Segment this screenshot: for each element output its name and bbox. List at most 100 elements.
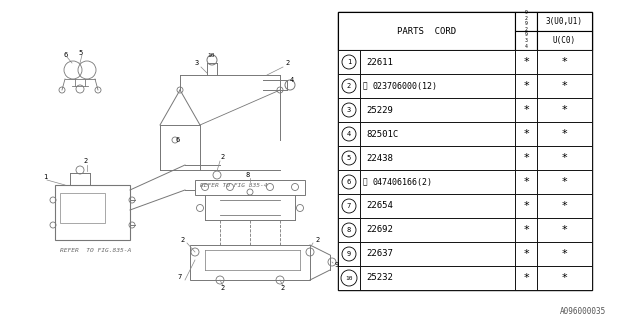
Text: *: * [523, 273, 529, 283]
Text: PARTS  CORD: PARTS CORD [397, 27, 456, 36]
Text: *: * [523, 57, 529, 67]
Bar [515, 122, 537, 146]
Text: 6: 6 [63, 52, 67, 58]
Bar [338, 12, 592, 290]
Text: *: * [523, 177, 529, 187]
Bar [55, 185, 130, 240]
Text: 2: 2 [280, 285, 284, 291]
Text: *: * [562, 129, 567, 139]
Text: 047406166(2): 047406166(2) [372, 178, 432, 187]
Text: *: * [523, 81, 529, 91]
Bar [515, 218, 537, 242]
Bar [537, 122, 592, 146]
Bar [537, 98, 592, 122]
Bar [360, 146, 515, 170]
Bar [360, 194, 515, 218]
Text: 2: 2 [83, 158, 87, 164]
Bar [360, 50, 515, 74]
Bar [537, 170, 592, 194]
Text: 6: 6 [175, 137, 179, 143]
Bar [338, 242, 360, 266]
Bar [338, 266, 360, 290]
Text: 6: 6 [347, 179, 351, 185]
Bar [360, 218, 515, 242]
Text: 4: 4 [290, 77, 294, 83]
Text: 5: 5 [347, 155, 351, 161]
Bar [537, 146, 592, 170]
Text: *: * [523, 225, 529, 235]
Text: *: * [562, 153, 567, 163]
Bar [338, 218, 360, 242]
Bar [338, 98, 360, 122]
Text: 023706000(12): 023706000(12) [372, 82, 437, 91]
Text: 9: 9 [347, 251, 351, 257]
Bar [360, 74, 515, 98]
Text: A096000035: A096000035 [560, 308, 606, 316]
Bar [60, 193, 105, 223]
Text: 2: 2 [180, 237, 184, 243]
Text: 10: 10 [345, 276, 353, 281]
Text: 22654: 22654 [366, 202, 393, 211]
Text: 25229: 25229 [366, 106, 393, 115]
Text: 7: 7 [177, 274, 181, 280]
Text: *: * [562, 177, 567, 187]
Bar [537, 31, 592, 50]
Text: 1: 1 [347, 59, 351, 65]
Bar [515, 98, 537, 122]
Bar [360, 98, 515, 122]
Bar [515, 266, 537, 290]
Bar [360, 170, 515, 194]
Bar [515, 31, 537, 50]
Text: *: * [523, 201, 529, 211]
Bar [515, 170, 537, 194]
Text: 1: 1 [43, 174, 47, 180]
Bar [338, 122, 360, 146]
Text: U(C0): U(C0) [553, 36, 576, 45]
Text: 8: 8 [347, 227, 351, 233]
Text: 8: 8 [245, 172, 249, 178]
Bar [360, 266, 515, 290]
Bar [515, 12, 537, 31]
Text: 9
3
4: 9 3 4 [525, 32, 527, 49]
Text: *: * [562, 225, 567, 235]
Bar [338, 146, 360, 170]
Text: 22692: 22692 [366, 226, 393, 235]
Text: 25232: 25232 [366, 274, 393, 283]
Text: *: * [562, 273, 567, 283]
Text: 10: 10 [207, 52, 214, 58]
Bar [537, 266, 592, 290]
Bar [537, 242, 592, 266]
Text: 22637: 22637 [366, 250, 393, 259]
Text: 9: 9 [335, 262, 339, 268]
Text: *: * [562, 201, 567, 211]
Text: 22611: 22611 [366, 58, 393, 67]
Text: 4: 4 [347, 131, 351, 137]
Bar [338, 194, 360, 218]
Text: *: * [562, 249, 567, 259]
Text: 2: 2 [315, 237, 319, 243]
Text: 82501C: 82501C [366, 130, 398, 139]
Bar [360, 242, 515, 266]
Text: *: * [523, 105, 529, 115]
Bar [190, 245, 310, 280]
Bar [537, 194, 592, 218]
Text: 3(U0,U1): 3(U0,U1) [546, 17, 583, 26]
Text: 7: 7 [347, 203, 351, 209]
Bar [338, 12, 515, 50]
Text: REFER  TO FIG.835-A: REFER TO FIG.835-A [60, 247, 131, 252]
Bar [515, 50, 537, 74]
Bar [338, 74, 360, 98]
Text: 2: 2 [220, 285, 224, 291]
Text: *: * [523, 129, 529, 139]
Text: Ⓝ: Ⓝ [363, 82, 367, 91]
Text: 3: 3 [347, 107, 351, 113]
Text: 22438: 22438 [366, 154, 393, 163]
Bar [537, 74, 592, 98]
Text: 9
2
9
2: 9 2 9 2 [525, 10, 527, 32]
Bar [338, 50, 360, 74]
Text: *: * [523, 153, 529, 163]
Bar [338, 170, 360, 194]
Text: 2: 2 [347, 83, 351, 89]
Text: 5: 5 [78, 50, 83, 56]
Bar [515, 194, 537, 218]
